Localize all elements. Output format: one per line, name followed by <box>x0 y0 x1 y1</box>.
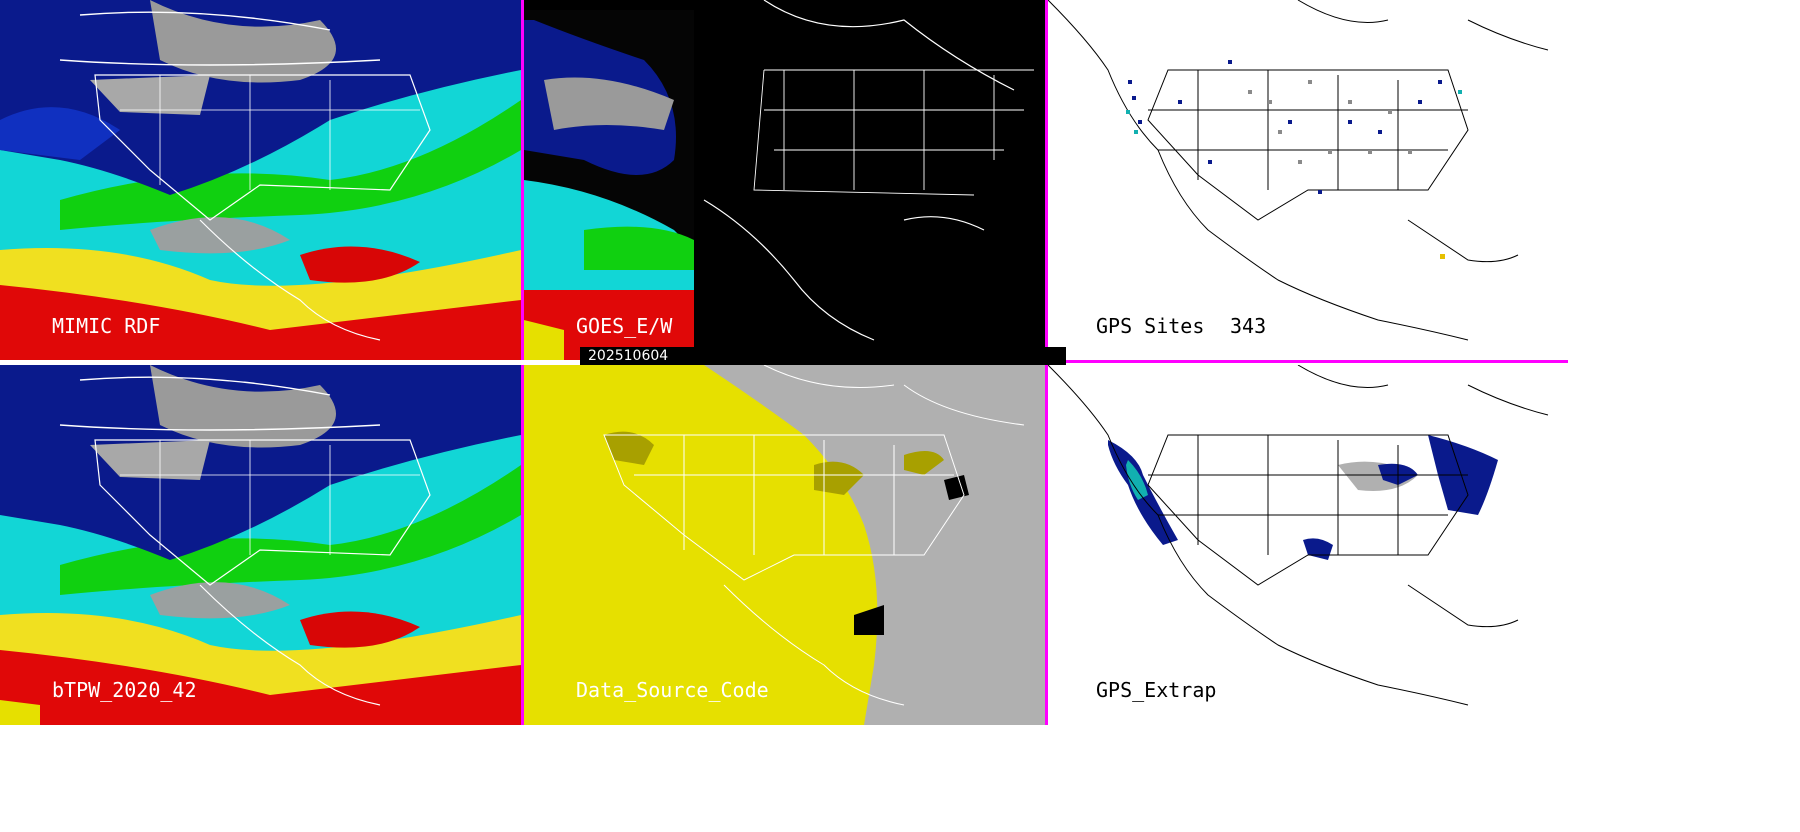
btpw-panel: bTPW_2020_42 <box>0 365 521 725</box>
data-source-map <box>524 365 1045 725</box>
goes-panel: GOES_E/W <box>524 0 1045 360</box>
btpw-map <box>0 365 521 725</box>
mimic-rdf-map <box>0 0 521 360</box>
goes-date-bar: 202510604 <box>580 347 1066 365</box>
gps-extrap-map <box>1048 365 1568 725</box>
mimic-rdf-label: MIMIC RDF <box>52 314 161 338</box>
gps-sites-count: 343 <box>1230 314 1267 338</box>
gps-sites-panel: GPS Sites 343 <box>1048 0 1568 360</box>
gps-sites-label: GPS Sites <box>1096 314 1205 338</box>
data-source-panel: Data_Source_Code <box>524 365 1045 725</box>
horizontal-separator <box>1045 360 1568 363</box>
gps-extrap-label: GPS_Extrap <box>1096 678 1217 702</box>
goes-label: GOES_E/W <box>576 314 673 338</box>
btpw-label: bTPW_2020_42 <box>52 678 197 702</box>
gps-extrap-panel: GPS_Extrap <box>1048 365 1568 725</box>
horizontal-separator-left <box>0 360 524 365</box>
data-source-label: Data_Source_Code <box>576 678 769 702</box>
map-grid: MIMIC RDF GOES_E/W <box>0 0 1568 725</box>
gps-sites-map <box>1048 0 1568 360</box>
mimic-rdf-panel: MIMIC RDF <box>0 0 521 360</box>
goes-map <box>524 0 1045 360</box>
